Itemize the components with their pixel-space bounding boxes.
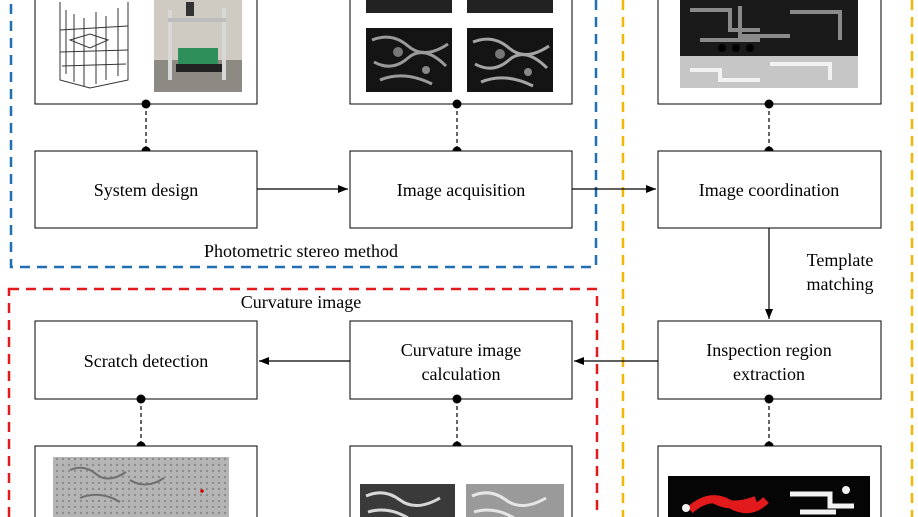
- image-connector-coordination: [764, 99, 774, 156]
- system-design-label: System design: [94, 180, 199, 200]
- coordinated-image: [680, 0, 858, 88]
- cad-sketch-image: [59, 2, 129, 89]
- scratch-result-image-box: [34, 445, 258, 517]
- system-design-box: System design: [34, 150, 258, 229]
- image-connector-scratch: [136, 394, 146, 451]
- inspection-region-box: Inspection region extraction: [657, 320, 882, 400]
- photometric-group-label: Photometric stereo method: [204, 241, 398, 261]
- scratch-detection-label: Scratch detection: [84, 351, 208, 371]
- photometric-group-frame: [9, 0, 598, 269]
- curvature-image-1: [360, 484, 455, 517]
- inspection-region-image: [668, 476, 870, 517]
- acquired-image-2: [467, 0, 553, 13]
- curvature-calculation-label-line2: calculation: [422, 364, 501, 384]
- acquired-image-1: [366, 0, 452, 13]
- image-connector-acquisition: [452, 99, 462, 156]
- inspection-region-label-line1: Inspection region: [706, 340, 831, 360]
- curvature-images-box: [349, 445, 573, 517]
- acquired-image-3: [366, 28, 452, 92]
- template-matching-label-line2: matching: [807, 274, 874, 294]
- template-matching-label-line1: Template: [807, 250, 874, 270]
- setup-photo-image: [154, 0, 242, 92]
- image-connector-curvature: [452, 394, 462, 451]
- image-acquisition-image-box: [349, 0, 573, 105]
- curvature-image-2: [466, 484, 564, 517]
- scratch-result-image: [53, 457, 229, 517]
- curvature-calculation-label-line1: Curvature image: [401, 340, 521, 360]
- image-acquisition-label: Image acquisition: [397, 180, 525, 200]
- curvature-group-label: Curvature image: [241, 292, 361, 312]
- image-acquisition-box: Image acquisition: [349, 150, 573, 229]
- image-coordination-image-box: [657, 0, 882, 105]
- curvature-group-frame: [7, 287, 599, 517]
- image-connector-system: [141, 99, 151, 156]
- inspection-region-label-line2: extraction: [733, 364, 805, 384]
- scratch-detection-box: Scratch detection: [34, 320, 258, 400]
- curvature-calculation-box: Curvature image calculation: [349, 320, 573, 400]
- acquired-image-4: [467, 28, 553, 92]
- system-design-image-box: [34, 0, 258, 105]
- image-connector-inspection: [764, 394, 774, 451]
- inspection-region-image-box: [657, 445, 882, 517]
- image-coordination-box: Image coordination: [657, 150, 882, 229]
- image-coordination-label: Image coordination: [699, 180, 839, 200]
